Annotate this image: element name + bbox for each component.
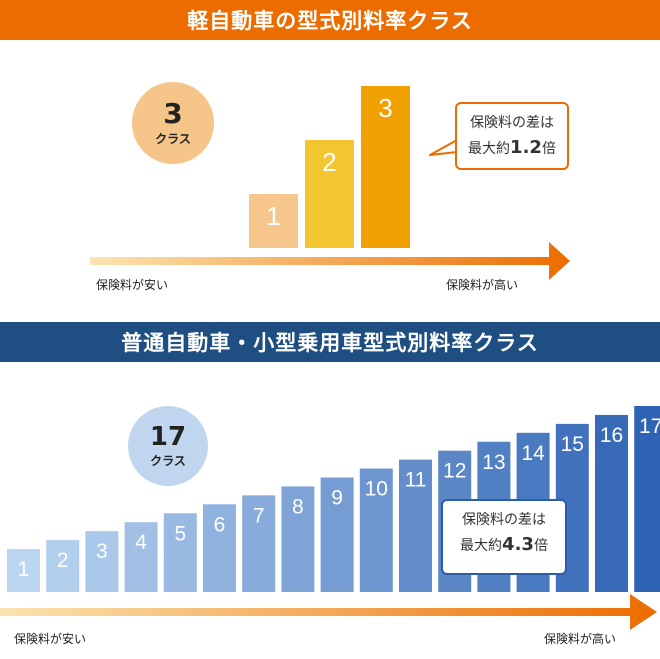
bottom-class-badge: 17 クラス <box>128 406 208 486</box>
bottom-callout-factor: 4.3 <box>502 534 534 556</box>
top-chart-svg: 1 2 3 <box>90 86 570 280</box>
top-class-unit: クラス <box>155 131 191 146</box>
bottom-callout: 保険料の差は 最大約4.3倍 <box>441 499 567 575</box>
top-chart-section: 1 2 3 3 クラス 保険料の差は 最大約1.2倍 保険料が安い 保険料が高い <box>0 40 660 310</box>
top-callout-suffix: 倍 <box>541 141 556 158</box>
bottom-bar-9 <box>320 477 354 592</box>
bottom-bar-label-9: 9 <box>331 487 343 510</box>
top-bar-label-1: 1 <box>266 201 280 231</box>
top-callout-line1: 保険料の差は <box>470 115 554 131</box>
top-bar-3 <box>361 86 410 248</box>
bottom-bar-label-8: 8 <box>292 495 304 518</box>
bottom-bar-2 <box>46 540 80 592</box>
top-callout-tail <box>429 139 458 156</box>
bottom-class-count: 17 <box>149 421 187 452</box>
top-low-label: 保険料が安い <box>96 278 169 292</box>
top-axis-arrow <box>90 242 570 280</box>
bottom-high-label: 保険料が高い <box>544 632 617 646</box>
bottom-bar-4 <box>124 522 158 592</box>
bottom-callout-line1: 保険料の差は <box>462 512 546 528</box>
top-high-label: 保険料が高い <box>446 278 519 292</box>
top-bar-1 <box>249 194 298 248</box>
top-bar-label-3: 3 <box>378 93 392 123</box>
top-class-badge: 3 クラス <box>132 82 214 164</box>
bottom-bar-label-16: 16 <box>600 424 623 447</box>
bottom-class-unit: クラス <box>150 453 186 468</box>
bottom-bar-1 <box>7 549 40 592</box>
top-callout: 保険料の差は 最大約1.2倍 <box>455 102 569 170</box>
bottom-bar-label-11: 11 <box>405 469 427 492</box>
top-title: 軽自動車の型式別料率クラス <box>187 9 473 33</box>
bottom-bar-label-14: 14 <box>521 442 545 465</box>
bottom-bar-label-1: 1 <box>18 558 30 581</box>
bottom-bar-label-3: 3 <box>96 540 108 563</box>
bottom-bar-label-4: 4 <box>135 531 147 554</box>
bottom-bar-label-15: 15 <box>561 433 584 456</box>
top-class-count: 3 <box>163 96 183 130</box>
bottom-title-banner: 普通自動車・小型乗用車型式別料率クラス <box>0 322 660 362</box>
bottom-bar-label-10: 10 <box>365 478 388 501</box>
bottom-bar-label-7: 7 <box>253 504 265 527</box>
top-bar-2 <box>305 140 354 248</box>
top-callout-factor: 1.2 <box>510 137 542 159</box>
bottom-bar-label-17: 17 <box>639 415 660 438</box>
bottom-bar-17 <box>634 406 660 592</box>
top-callout-prefix: 最大約 <box>468 141 511 158</box>
bottom-bar-label-13: 13 <box>482 451 505 474</box>
bottom-axis-arrow <box>0 594 657 630</box>
bottom-bar-6 <box>203 504 236 592</box>
bottom-bar-16 <box>595 414 628 592</box>
bottom-bar-label-2: 2 <box>57 549 69 572</box>
bottom-low-label: 保険料が安い <box>14 632 87 646</box>
bottom-chart-section: 1 2 3 4 5 6 7 8 9 10 11 12 13 14 15 16 17 17 クラス 保険料の差は … <box>0 362 660 659</box>
bottom-bar-8 <box>281 486 315 592</box>
bottom-bar-label-6: 6 <box>214 513 226 536</box>
bottom-bar-label-5: 5 <box>174 522 186 545</box>
top-title-banner: 軽自動車の型式別料率クラス <box>0 0 660 40</box>
bottom-bar-10 <box>359 468 393 592</box>
bottom-bar-3 <box>85 531 119 592</box>
bottom-title: 普通自動車・小型乗用車型式別料率クラス <box>121 331 539 355</box>
bottom-bar-label-12: 12 <box>443 460 466 483</box>
bottom-callout-suffix: 倍 <box>533 538 548 555</box>
top-bar-label-2: 2 <box>322 147 336 177</box>
bottom-bar-11 <box>399 459 432 592</box>
bottom-bar-5 <box>163 513 197 592</box>
bottom-callout-prefix: 最大約 <box>460 538 503 555</box>
bottom-bar-7 <box>242 495 276 592</box>
